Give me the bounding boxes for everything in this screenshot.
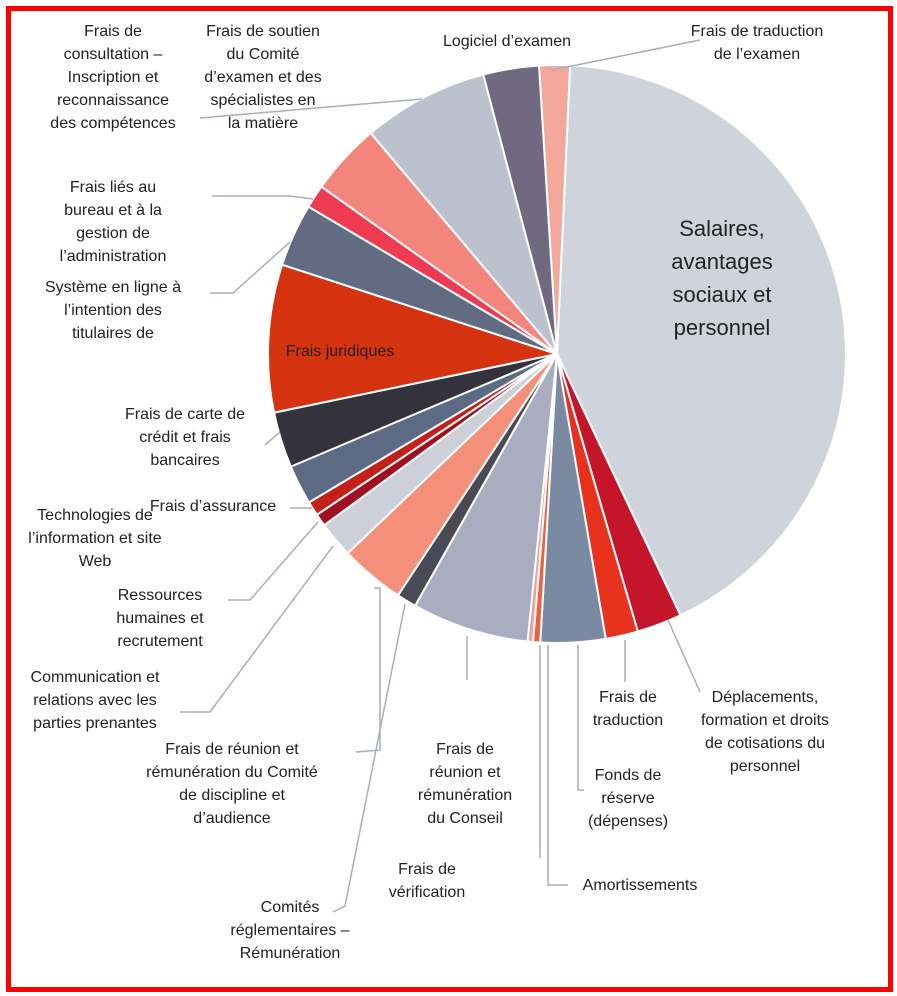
leader-line [667,619,701,693]
slice-label: Amortissements [582,877,698,894]
slice-label: Ressources humaines et recrutement [116,587,204,650]
leader-line [551,39,701,71]
pie-slice [555,64,847,617]
leader-line [264,431,281,446]
slice-label: Frais de traduction de l’examen [690,23,824,63]
slice-label: Frais de traduction [592,689,664,729]
slice-label: Frais d’assurance [149,498,277,515]
slice-label: Frais de consultation – Inscription et r… [50,23,176,132]
slice-label: Système en ligne à l’intention des titul… [44,279,182,342]
pie-slice [369,73,558,355]
slice-label: Technologies de l’information et site We… [28,507,162,570]
slice-label: Frais juridiques [285,343,395,360]
leader-line [228,521,319,601]
leader-line [180,545,334,713]
pie-slice [538,64,572,355]
slice-label: Déplacements, formation et droits de cot… [700,689,830,775]
pie-slice [267,263,561,414]
leader-line [355,587,381,753]
slice-label: Frais de soutien du Comité d’examen et d… [204,23,322,132]
leader-line [210,241,291,294]
slice-label: Logiciel d’examen [442,33,572,50]
slice-label: Frais de vérification [388,861,466,901]
slice-label: Comités réglementaires – Rémunération [230,899,350,962]
slice-label: Fonds de réserve (dépenses) [587,767,669,830]
slice-label: Frais de carte de crédit et frais bancai… [124,406,246,469]
leader-line [199,98,423,119]
leader-line [577,645,584,791]
pie-slice [413,353,558,643]
slice-label: Frais liés au bureau et à la gestion de … [59,179,167,265]
leader-line [212,195,314,200]
slice-label: Frais de réunion et rémunération du Comi… [146,741,318,827]
leader-line [547,645,568,886]
slice-label: Salaires, avantages sociaux et personnel [671,216,773,340]
slice-label: Frais de réunion et rémunération du Cons… [417,741,513,827]
slice-label: Communication et relations avec les part… [30,669,160,732]
leader-line [332,603,406,913]
